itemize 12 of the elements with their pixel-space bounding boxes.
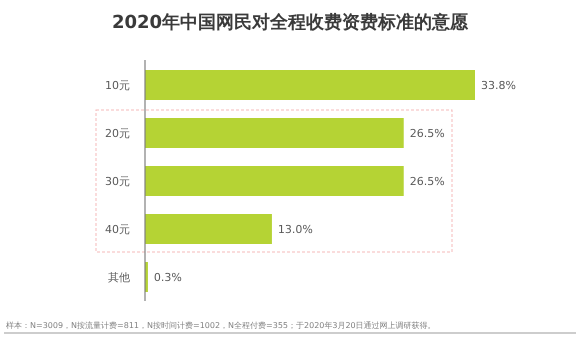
data-label: 26.5% (410, 175, 445, 188)
y-tick-label: 20元 (105, 127, 130, 140)
data-label: 0.3% (154, 271, 182, 284)
y-tick-label: 其他 (108, 271, 130, 284)
y-tick-label: 10元 (105, 79, 130, 92)
data-label: 13.0% (278, 223, 313, 236)
y-tick-label: 40元 (105, 223, 130, 236)
data-label: 33.8% (481, 79, 516, 92)
data-label: 26.5% (410, 127, 445, 140)
text: 样本：N=3009，N按流量计费=811，N按时间计费=1002，N全程付费=355；于2020年3月20日通过网上调研获得。 (6, 321, 436, 330)
title: 2020年中国网民对全程收费资费标准的意愿 (112, 12, 468, 33)
y-tick-label: 30元 (105, 175, 130, 188)
